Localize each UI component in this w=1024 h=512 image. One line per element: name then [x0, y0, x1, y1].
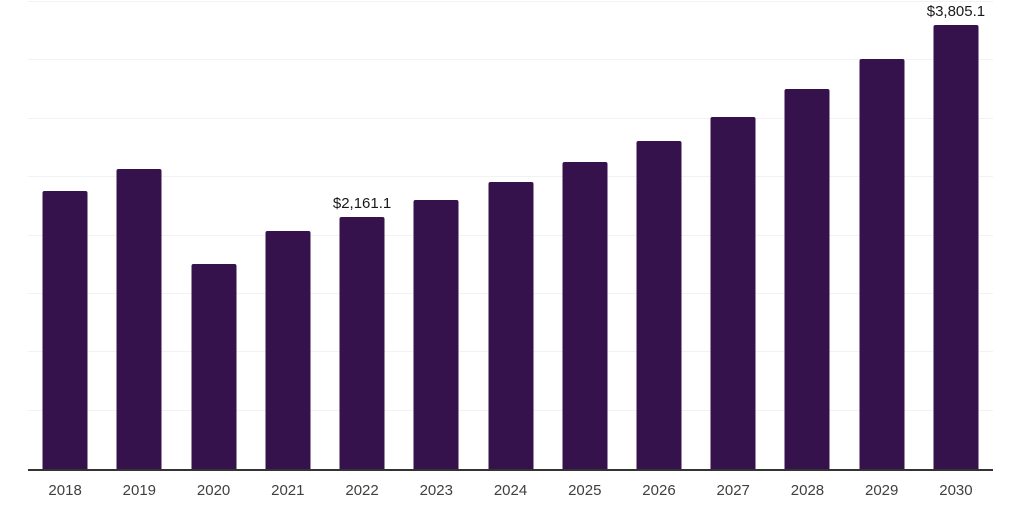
bar-slot-2030: $3,805.1 [919, 2, 993, 469]
bar-2023[interactable] [413, 200, 459, 469]
gridline-4000 [28, 1, 993, 2]
bar-slot-2020 [176, 2, 250, 469]
bar-slot-2024 [473, 2, 547, 469]
bar-2027[interactable] [710, 116, 756, 469]
bar-slot-2023 [399, 2, 473, 469]
bar-2019[interactable] [116, 169, 162, 469]
x-tick-2025: 2025 [568, 482, 602, 499]
bar-series: $2,161.1 $3,805.1 [28, 2, 993, 469]
bar-2030[interactable] [933, 24, 979, 469]
plot-area: $2,161.1 $3,805.1 [28, 1, 993, 471]
x-tick-2030: 2030 [939, 482, 973, 499]
bar-2021[interactable] [265, 230, 311, 469]
bar-slot-2028 [770, 2, 844, 469]
bar-slot-2022: $2,161.1 [325, 2, 399, 469]
x-tick-2019: 2019 [122, 482, 157, 499]
bar-2020[interactable] [191, 264, 237, 469]
bar-slot-2027 [696, 2, 770, 469]
x-tick-2022: 2022 [345, 482, 379, 499]
gridline-3000 [28, 117, 993, 119]
data-label-2030: $3,805.1 [926, 2, 986, 20]
bar-slot-2018 [28, 2, 102, 469]
x-tick-2018: 2018 [48, 482, 82, 499]
gridline-2500 [28, 176, 993, 178]
bar-slot-2026 [622, 2, 696, 469]
bar-2029[interactable] [859, 58, 905, 469]
bar-slot-2029 [845, 2, 919, 469]
bar-2018[interactable] [42, 190, 88, 469]
x-tick-2028: 2028 [790, 482, 825, 499]
bar-2028[interactable] [784, 89, 830, 469]
bar-slot-2021 [251, 2, 325, 469]
x-tick-2029: 2029 [865, 482, 899, 499]
bar-slot-2025 [548, 2, 622, 469]
bar-2022[interactable] [339, 216, 385, 469]
x-tick-2026: 2026 [642, 482, 676, 499]
x-tick-2027: 2027 [716, 482, 750, 499]
data-label-2022: $2,161.1 [332, 194, 392, 212]
x-tick-2023: 2023 [419, 482, 453, 499]
bar-2026[interactable] [636, 141, 682, 469]
x-tick-2020: 2020 [196, 482, 231, 499]
bar-slot-2019 [102, 2, 176, 469]
gridline-3500 [28, 59, 993, 61]
x-tick-2024: 2024 [493, 482, 528, 499]
x-tick-2021: 2021 [271, 482, 305, 499]
bar-2025[interactable] [562, 161, 608, 469]
bar-2024[interactable] [488, 181, 534, 469]
x-axis: 2018 2019 2020 2021 2022 2023 2024 2025 2026 2027… [28, 483, 993, 498]
